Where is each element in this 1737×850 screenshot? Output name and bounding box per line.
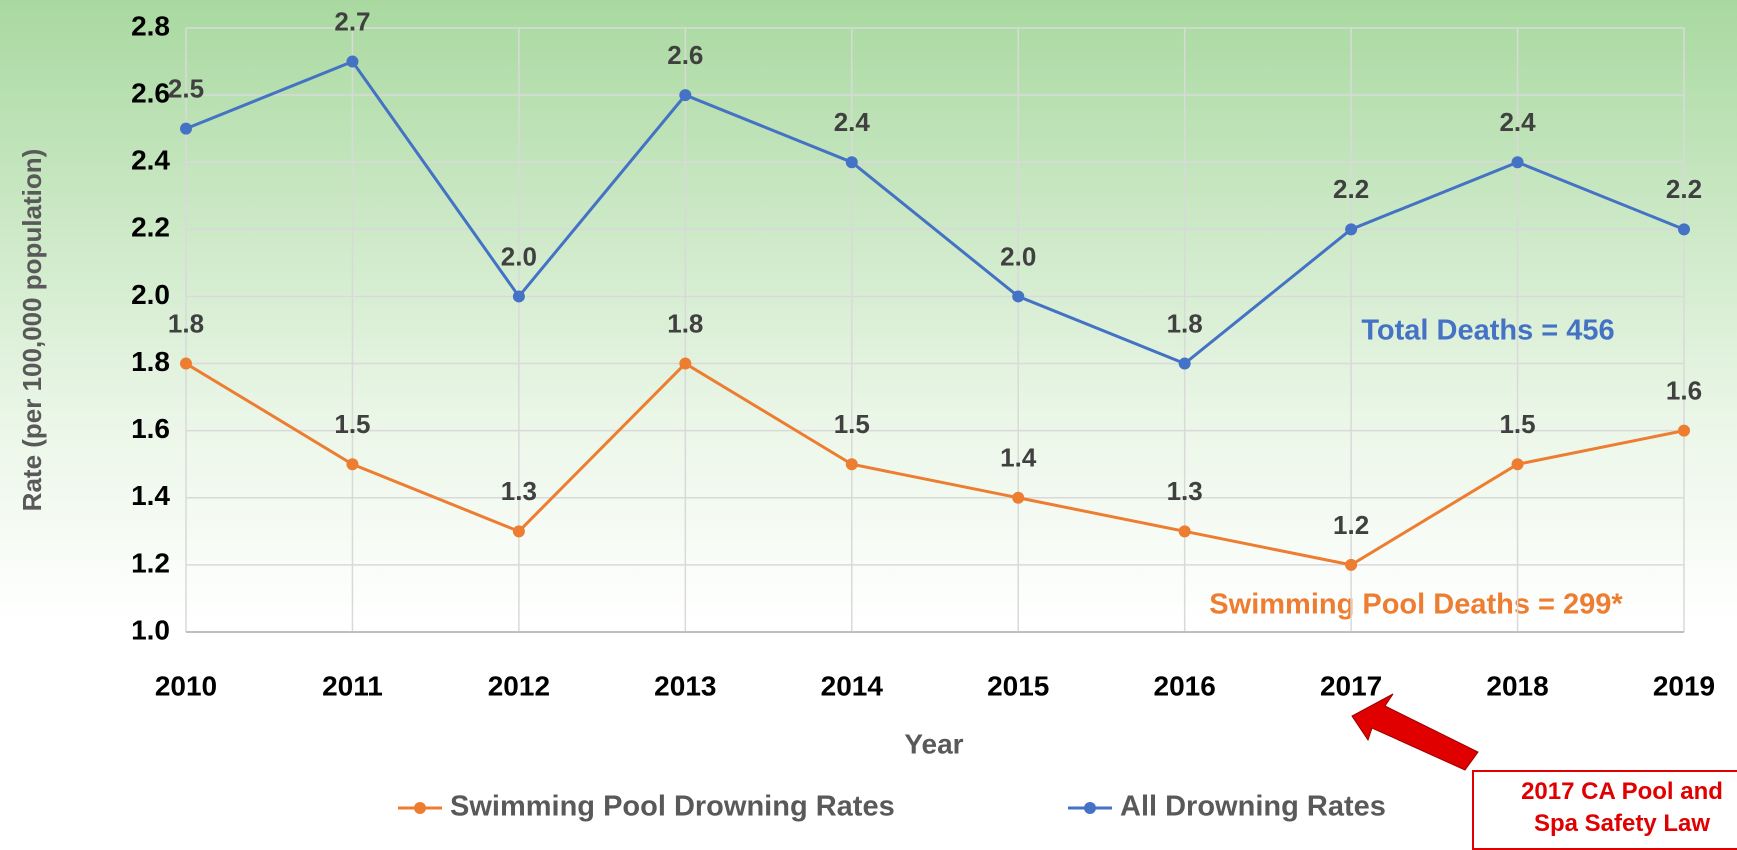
data-point [1345, 223, 1358, 236]
data-label: 1.4 [1000, 443, 1037, 473]
data-label: 1.3 [501, 476, 537, 506]
y-tick-label: 2.8 [131, 10, 170, 41]
x-tick-label: 2014 [821, 670, 884, 701]
data-label: 2.0 [1000, 241, 1036, 271]
data-label: 2.5 [168, 74, 204, 104]
x-tick-label: 2018 [1486, 670, 1548, 701]
series-line [185, 361, 1685, 567]
background [0, 0, 1737, 832]
data-point [1345, 558, 1358, 571]
data-point [679, 357, 692, 370]
data-label: 2.4 [1499, 107, 1536, 137]
annotation: Swimming Pool Deaths = 299* [1209, 589, 1623, 621]
x-tick-label: 2015 [987, 670, 1049, 701]
data-label: 1.8 [1167, 308, 1203, 338]
data-point [679, 89, 692, 102]
data-label: 1.8 [168, 308, 204, 338]
data-label: 1.8 [667, 308, 703, 338]
y-tick-label: 1.6 [131, 413, 170, 444]
annotation: Total Deaths = 456 [1361, 315, 1614, 347]
x-tick-label: 2017 [1320, 670, 1382, 701]
data-label: 2.4 [834, 107, 871, 137]
legend-label: Swimming Pool Drowning Rates [450, 791, 895, 823]
data-point [1178, 357, 1191, 370]
y-tick-label: 2.4 [131, 145, 170, 176]
data-point [1012, 491, 1025, 504]
note-line: 2017 CA Pool and [1521, 778, 1723, 805]
x-axis-label: Year [904, 728, 963, 759]
note-box: 2017 CA Pool and Spa Safety Law [1472, 770, 1737, 850]
data-point [1511, 156, 1524, 169]
data-label: 1.5 [334, 409, 370, 439]
data-point [845, 156, 858, 169]
data-point [180, 122, 192, 135]
legend-marker [414, 802, 426, 814]
y-tick-label: 1.2 [131, 547, 170, 578]
data-point [1678, 223, 1690, 236]
y-tick-label: 2.6 [131, 78, 170, 109]
data-label: 1.6 [1666, 376, 1702, 406]
data-label: 1.5 [1499, 409, 1535, 439]
data-point [180, 357, 192, 370]
x-tick-label: 2012 [488, 670, 550, 701]
y-tick-label: 1.4 [131, 480, 170, 511]
data-point [1012, 290, 1025, 303]
data-label: 2.7 [334, 6, 370, 36]
y-axis-label: Rate (per 100,000 population) [17, 149, 47, 512]
x-tick-label: 2016 [1154, 670, 1216, 701]
chart: Rate (per 100,000 population) Year Total… [0, 0, 1737, 832]
data-label: 1.2 [1333, 510, 1369, 540]
data-point [845, 458, 858, 471]
y-tick-label: 1.0 [131, 614, 170, 645]
arrow [1351, 693, 1479, 771]
legend-marker [1084, 802, 1096, 814]
x-tick-label: 2019 [1653, 670, 1715, 701]
note-line: Spa Safety Law [1533, 810, 1711, 837]
data-point [512, 290, 525, 303]
data-point [1178, 525, 1191, 538]
data-point [1678, 424, 1690, 437]
data-label: 2.2 [1333, 174, 1369, 204]
data-point [346, 458, 359, 471]
y-tick-label: 2.2 [131, 212, 170, 243]
y-tick-label: 1.8 [131, 346, 170, 377]
legend-label: All Drowning Rates [1120, 791, 1386, 823]
data-point [1511, 458, 1524, 471]
data-point [512, 525, 525, 538]
x-tick-label: 2013 [654, 670, 716, 701]
data-label: 2.2 [1666, 174, 1702, 204]
x-tick-label: 2011 [322, 670, 383, 701]
data-label: 1.5 [834, 409, 870, 439]
x-tick-label: 2010 [155, 670, 217, 701]
data-label: 2.0 [501, 241, 537, 271]
data-label: 1.3 [1167, 476, 1203, 506]
series-line [185, 59, 1685, 366]
data-point [346, 55, 359, 68]
y-tick-label: 2.0 [131, 279, 170, 310]
data-label: 2.6 [667, 40, 703, 70]
